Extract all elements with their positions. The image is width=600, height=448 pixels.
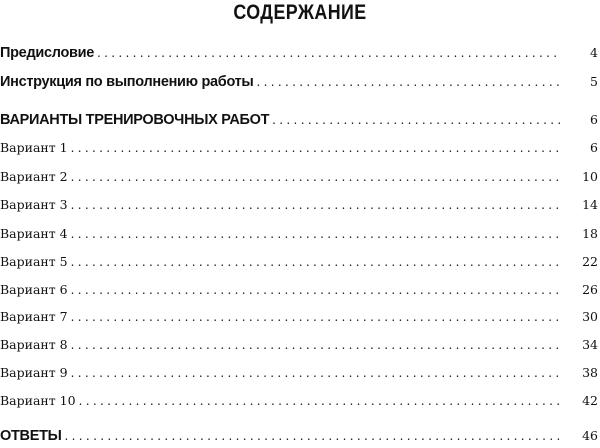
toc-page-number: 30 — [582, 309, 598, 324]
toc-page-number: 10 — [582, 169, 598, 184]
toc-entry[interactable]: Вариант 7 30 — [0, 309, 600, 329]
dot-leader — [71, 310, 560, 324]
dot-leader — [97, 46, 560, 60]
toc-entry[interactable]: Вариант 10 42 — [0, 393, 600, 413]
toc-entry-label: Вариант 7 — [0, 309, 68, 324]
page-title: СОДЕРЖАНИЕ — [233, 1, 367, 24]
toc-page-number: 46 — [582, 428, 598, 443]
toc-entry[interactable]: Вариант 2 10 — [0, 169, 600, 189]
dot-leader — [71, 338, 560, 352]
toc-entry-label: Вариант 4 — [0, 226, 68, 241]
toc-entry-label: ОТВЕТЫ — [0, 428, 62, 444]
toc-entry[interactable]: Вариант 5 22 — [0, 254, 600, 274]
dot-leader — [71, 366, 560, 380]
toc-entry[interactable]: Предисловие 4 — [0, 45, 600, 65]
toc-entry-label: Вариант 6 — [0, 282, 68, 297]
toc-entry[interactable]: Инструкция по выполнению работы 5 — [0, 74, 600, 94]
dot-leader — [71, 255, 560, 269]
toc-page-number: 38 — [582, 365, 598, 380]
toc-entry-label: Вариант 5 — [0, 254, 68, 269]
toc-page-number: 22 — [582, 254, 598, 269]
toc-page-number: 14 — [582, 197, 598, 212]
dot-leader — [79, 394, 560, 408]
toc-entry-label: Инструкция по выполнению работы — [0, 74, 254, 90]
toc-entry-label: Вариант 3 — [0, 197, 68, 212]
toc-page-number: 26 — [582, 282, 598, 297]
toc-entry[interactable]: Вариант 3 14 — [0, 197, 600, 217]
toc-entry-label: ВАРИАНТЫ ТРЕНИРОВОЧНЫХ РАБОТ — [0, 112, 270, 128]
dot-leader — [257, 75, 560, 89]
dot-leader — [71, 198, 560, 212]
toc-entry-label: Вариант 8 — [0, 337, 68, 352]
toc-entry-label: Вариант 2 — [0, 169, 68, 184]
toc-entry[interactable]: Вариант 6 26 — [0, 282, 600, 302]
toc-entry-label: Вариант 1 — [0, 140, 68, 155]
toc-entry-label: Вариант 10 — [0, 393, 76, 408]
toc-entry[interactable]: Вариант 9 38 — [0, 365, 600, 385]
dot-leader — [71, 170, 560, 184]
toc-entry-label: Предисловие — [0, 45, 94, 61]
toc-page-number: 18 — [582, 226, 598, 241]
dot-leader — [71, 141, 560, 155]
toc-entry[interactable]: Вариант 1 6 — [0, 140, 600, 160]
toc-entry[interactable]: Вариант 4 18 — [0, 226, 600, 246]
toc-page-number: 6 — [590, 140, 598, 155]
toc-entry[interactable]: ВАРИАНТЫ ТРЕНИРОВОЧНЫХ РАБОТ 6 — [0, 112, 600, 132]
dot-leader — [65, 429, 560, 443]
toc-page-number: 5 — [590, 74, 598, 89]
toc-page-number: 6 — [590, 112, 598, 127]
toc-entry-label: Вариант 9 — [0, 365, 68, 380]
toc-entry[interactable]: ОТВЕТЫ 46 — [0, 428, 600, 448]
toc-page-number: 34 — [582, 337, 598, 352]
dot-leader — [71, 283, 560, 297]
toc-entry[interactable]: Вариант 8 34 — [0, 337, 600, 357]
toc-page-number: 42 — [582, 393, 598, 408]
dot-leader — [272, 113, 560, 127]
dot-leader — [71, 227, 560, 241]
toc-page-number: 4 — [590, 45, 598, 60]
